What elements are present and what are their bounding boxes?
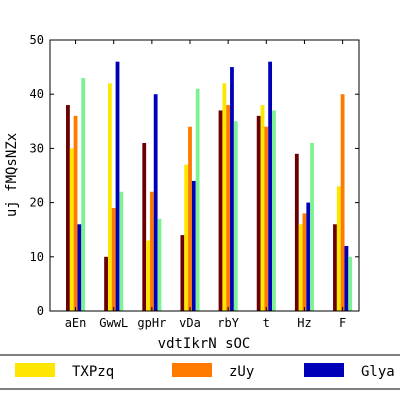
bar <box>336 186 341 311</box>
legend-label: zUy <box>229 364 254 380</box>
x-tick-label: t <box>263 316 270 330</box>
bars-layer <box>66 61 353 312</box>
x-tick-label: vDa <box>179 316 201 330</box>
bar <box>344 245 349 311</box>
x-tick-label: Hz <box>297 316 311 330</box>
bar <box>107 83 112 311</box>
y-axis-label: uj fMQsNZx <box>4 133 20 217</box>
y-axis: 0 10 20 30 40 50 <box>30 33 359 318</box>
bar <box>81 77 86 311</box>
bar <box>119 191 124 311</box>
bar <box>218 110 223 312</box>
bar <box>306 202 311 311</box>
bar <box>184 164 189 311</box>
bar <box>69 148 74 311</box>
bar <box>340 94 345 311</box>
plot-frame <box>49 39 360 312</box>
bar <box>268 61 273 312</box>
x-tick-label: rbY <box>217 316 239 330</box>
bar <box>333 224 337 311</box>
bar <box>149 191 154 311</box>
bar <box>302 213 307 311</box>
y-tick-label: 50 <box>30 33 44 47</box>
x-axis: aEn GwwL gpHr vDa rbY t Hz F <box>65 40 346 330</box>
legend-swatch <box>304 363 344 377</box>
bar <box>226 105 231 311</box>
y-tick-label: 20 <box>30 196 44 210</box>
bar <box>233 121 238 311</box>
bar <box>104 256 108 311</box>
legend-label: Glya <box>361 364 395 380</box>
bar <box>111 208 116 311</box>
bar <box>260 105 265 311</box>
bar <box>256 115 261 311</box>
legend: TXPzq zUy Glya <box>0 354 400 390</box>
bar <box>222 83 227 311</box>
bar <box>77 224 82 311</box>
x-tick-label: GwwL <box>99 316 128 330</box>
bar <box>73 115 78 311</box>
bar <box>157 218 162 311</box>
x-tick-label: F <box>339 316 346 330</box>
bar <box>188 126 192 311</box>
x-axis-label: vdtIkrN sOC <box>158 336 251 352</box>
bar <box>195 88 200 311</box>
legend-swatch <box>172 363 212 377</box>
bar <box>272 110 276 312</box>
y-tick-label: 0 <box>37 304 44 318</box>
bar <box>146 240 150 311</box>
bar <box>142 142 147 311</box>
bar <box>230 67 234 311</box>
bar <box>264 126 269 311</box>
bar <box>294 153 299 311</box>
bar <box>191 180 196 311</box>
bar <box>180 235 185 311</box>
x-tick-label: gpHr <box>137 316 166 330</box>
bar <box>153 94 158 311</box>
x-tick-label: aEn <box>65 316 87 330</box>
y-tick-label: 40 <box>30 87 44 101</box>
bar <box>348 256 353 311</box>
y-tick-label: 10 <box>30 250 44 264</box>
legend-label: TXPzq <box>72 364 114 380</box>
bar <box>66 105 70 311</box>
bar <box>115 61 120 312</box>
y-tick-label: 30 <box>30 141 44 155</box>
legend-swatch <box>15 363 55 377</box>
bar <box>298 224 303 311</box>
bar <box>310 142 314 311</box>
